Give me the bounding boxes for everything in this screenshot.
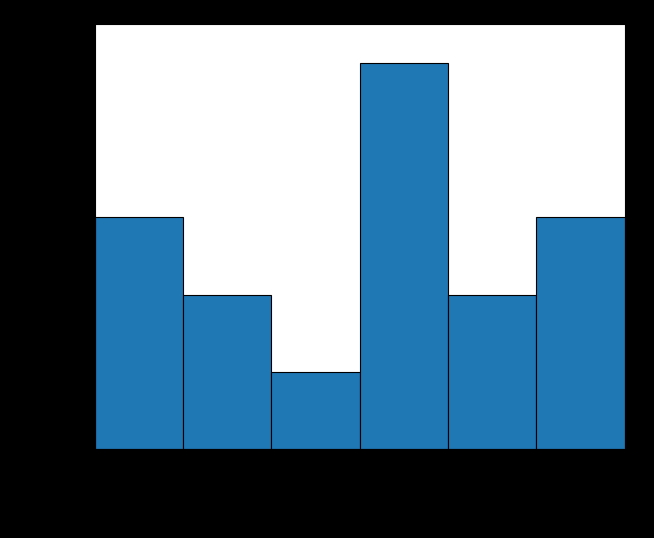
- Bar: [448, 295, 536, 449]
- X-axis label: Value: Value: [341, 478, 379, 492]
- Bar: [183, 295, 271, 449]
- Bar: [360, 63, 448, 449]
- Bar: [95, 217, 183, 449]
- Bar: [536, 217, 625, 449]
- Bar: [271, 372, 360, 449]
- Y-axis label: Frequency: Frequency: [57, 201, 71, 273]
- Title: Histogram with fixed number of bins (6): Histogram with fixed number of bins (6): [165, 0, 555, 17]
